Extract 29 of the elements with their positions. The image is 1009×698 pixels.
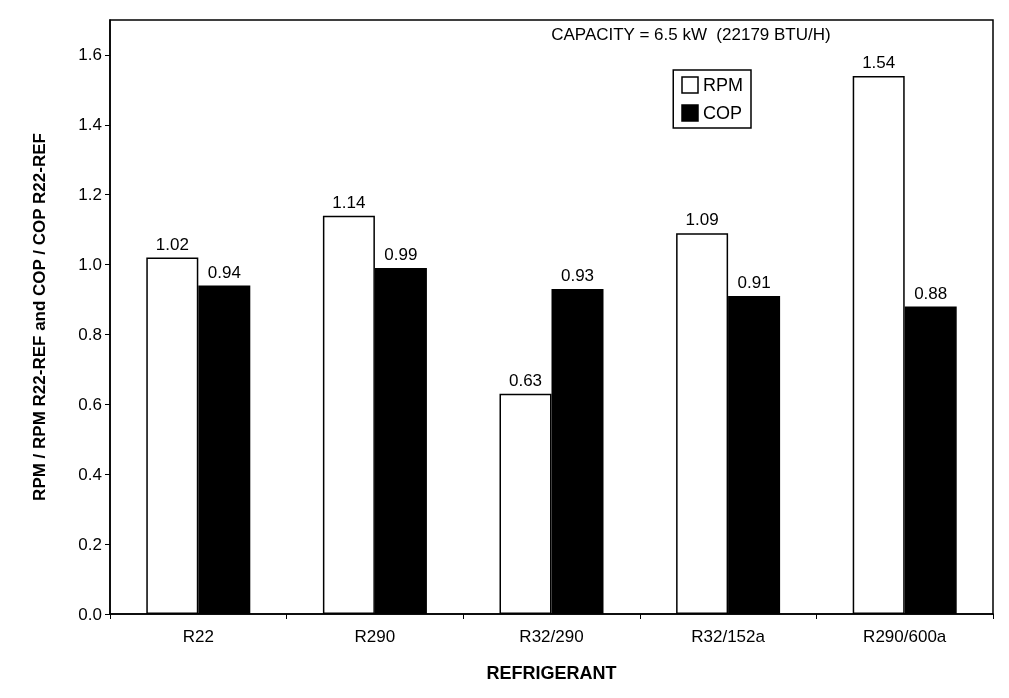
y-tick-label: 0.6: [78, 394, 102, 414]
x-tick-label: R290/600a: [863, 627, 947, 646]
y-tick-label: 0.2: [78, 534, 102, 554]
x-tick-label: R32/290: [519, 627, 584, 646]
y-tick-label: 1.0: [78, 255, 102, 275]
x-tick-label: R22: [182, 627, 214, 646]
x-tick-label: R32/152a: [691, 627, 766, 646]
data-label: 0.88: [914, 283, 948, 303]
data-label: 1.14: [332, 192, 366, 212]
y-tick-label: 0.8: [78, 324, 102, 344]
legend-label: RPM: [703, 75, 743, 95]
x-tick-label: R290: [354, 627, 396, 646]
y-axis-title: RPM / RPM R22-REF and COP / COP R22-REF: [30, 133, 49, 501]
y-tick-label: 0.4: [78, 464, 102, 484]
legend-label: COP: [703, 103, 743, 123]
data-label: 1.09: [685, 210, 719, 230]
data-label: 0.63: [508, 370, 543, 390]
x-axis-title: REFRIGERANT: [486, 663, 617, 683]
y-tick-label: 0.0: [78, 604, 102, 624]
data-label: 0.99: [384, 245, 418, 265]
y-tick-label: 1.6: [78, 45, 102, 65]
annotation: CAPACITY = 6.5 kW (22179 BTU/H): [551, 25, 831, 44]
y-tick-label: 1.2: [78, 185, 102, 205]
y-tick-label: 1.4: [78, 115, 102, 135]
data-label: 0.91: [737, 273, 771, 293]
data-label: 0.94: [207, 262, 241, 282]
data-label: 1.02: [155, 234, 189, 254]
data-label: 1.54: [862, 52, 896, 72]
data-label: 0.93: [560, 266, 595, 286]
